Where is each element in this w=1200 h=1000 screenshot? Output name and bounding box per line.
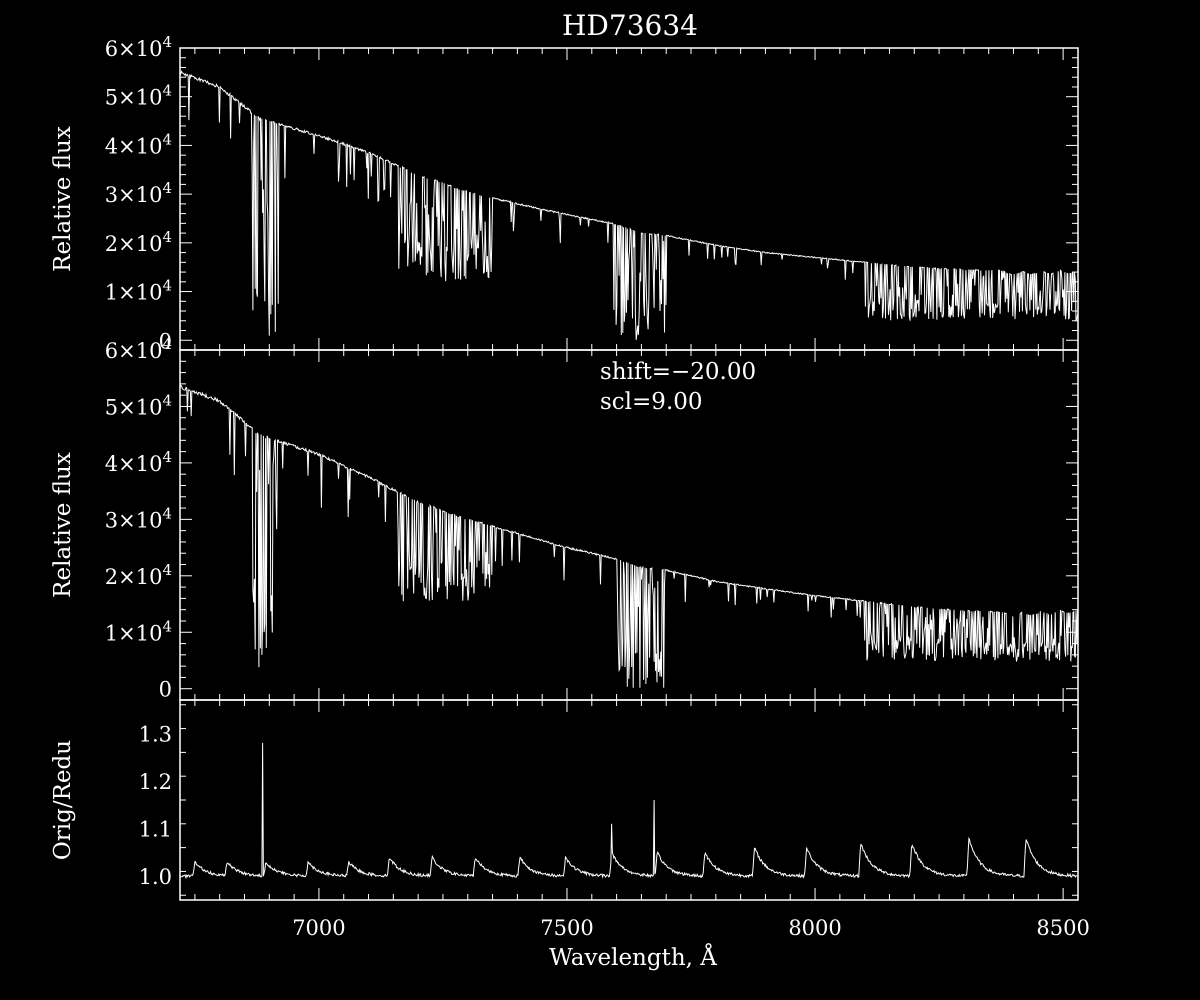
y-tick-label: 0 bbox=[159, 329, 172, 353]
spectrum-line-top bbox=[179, 69, 1078, 340]
chart-title: HD73634 bbox=[562, 9, 698, 42]
x-axis-label: Wavelength, Å bbox=[549, 943, 717, 971]
y-tick-label: 1.2 bbox=[139, 770, 172, 794]
x-tick-label: 8500 bbox=[1036, 916, 1089, 940]
panel-frame-bottom bbox=[179, 699, 1079, 901]
x-tick-label: 7000 bbox=[292, 916, 345, 940]
y-tick-label: 2×104 bbox=[105, 561, 172, 589]
y-tick-label: 1.0 bbox=[139, 865, 172, 889]
y-axis-label-top: Relative flux bbox=[50, 126, 76, 272]
y-tick-label: 4×104 bbox=[105, 448, 172, 476]
y-tick-label: 5×104 bbox=[105, 391, 172, 419]
y-tick-label: 6×104 bbox=[105, 33, 172, 61]
y-tick-label: 1×104 bbox=[105, 617, 172, 645]
y-tick-label: 4×104 bbox=[105, 130, 172, 158]
y-tick-label: 6×104 bbox=[105, 335, 172, 363]
y-tick-label: 1×104 bbox=[105, 277, 172, 305]
shift-annotation: shift=−20.00 bbox=[600, 359, 756, 385]
y-axis-label-middle: Relative flux bbox=[50, 452, 76, 598]
y-tick-label: 3×104 bbox=[105, 504, 172, 532]
y-tick-label: 1.3 bbox=[139, 722, 172, 746]
y-tick-label: 1.1 bbox=[139, 818, 172, 842]
y-tick-label: 0 bbox=[159, 678, 172, 702]
x-tick-label: 7500 bbox=[540, 916, 593, 940]
y-axis-label-bottom: Orig/Redu bbox=[50, 740, 76, 860]
scale-annotation: scl=9.00 bbox=[600, 389, 703, 415]
y-tick-label: 3×104 bbox=[105, 179, 172, 207]
y-tick-label: 5×104 bbox=[105, 82, 172, 110]
x-tick-label: 8000 bbox=[788, 916, 841, 940]
y-tick-label: 2×104 bbox=[105, 228, 172, 256]
spectrum-line-middle bbox=[179, 384, 1078, 688]
plot-area: 0 1×104 2×104 3×104 4×104 5×104 6×104 Relative … bbox=[50, 33, 1090, 940]
spectrum-line-bottom bbox=[179, 742, 1078, 880]
